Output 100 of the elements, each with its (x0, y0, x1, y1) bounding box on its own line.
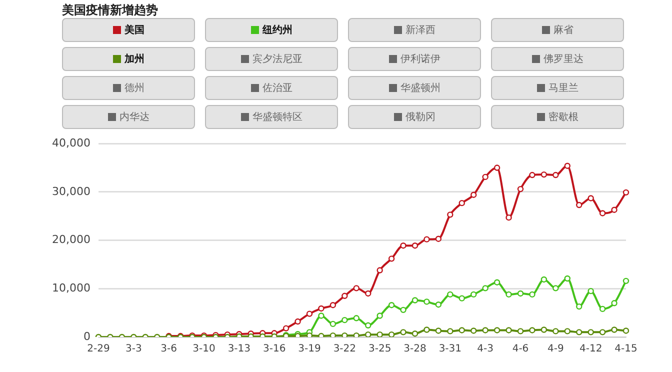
point (529, 327, 536, 334)
y-tick-label: 40,000 (52, 136, 90, 150)
legend-label: 加州 (124, 52, 144, 66)
point (482, 327, 488, 334)
point (400, 242, 406, 249)
point (599, 210, 606, 216)
point (540, 276, 548, 283)
legend-label: 德州 (124, 82, 144, 95)
point (517, 328, 524, 334)
x-tick-label: 3-28 (404, 344, 426, 355)
x-tick-label: 3-31 (438, 344, 462, 355)
point (412, 297, 418, 304)
point (353, 315, 360, 322)
x-tick-label: 2-29 (87, 344, 110, 355)
point (611, 326, 618, 333)
point (540, 171, 548, 178)
point (306, 310, 313, 317)
point (435, 328, 442, 334)
legend-label: 新泽西 (406, 24, 436, 37)
point (353, 285, 360, 292)
y-tick-label: 0 (83, 330, 90, 343)
point (576, 329, 582, 336)
point (470, 192, 477, 198)
point (564, 162, 570, 169)
x-tick-label: 3-19 (298, 344, 321, 355)
point (506, 291, 512, 298)
point (622, 189, 630, 196)
chart-title: 美国疫情新增趋势 (62, 2, 159, 18)
point (330, 302, 336, 308)
legend-label: 麻省 (554, 24, 574, 37)
point (306, 332, 313, 337)
point (424, 298, 430, 305)
point (412, 242, 418, 249)
point (622, 328, 630, 334)
point (458, 200, 465, 206)
point (611, 206, 618, 213)
point (588, 288, 594, 294)
point (599, 306, 606, 312)
point (388, 256, 395, 262)
legend-label: 俄勒冈 (406, 110, 436, 124)
point (482, 174, 488, 180)
point (342, 292, 348, 300)
legend-label: 佛罗里达 (544, 52, 584, 66)
x-tick-label: 4-15 (614, 344, 638, 355)
point (564, 275, 570, 282)
point (458, 295, 465, 302)
point (342, 332, 348, 337)
point (353, 332, 360, 337)
point (494, 279, 500, 286)
point (365, 322, 372, 328)
point (294, 318, 301, 325)
legend-label: 宾夕法尼亚 (252, 52, 302, 66)
point (517, 290, 524, 297)
point (282, 325, 290, 332)
point (470, 291, 477, 298)
point (611, 300, 618, 306)
point (365, 331, 372, 337)
point (506, 214, 512, 221)
legend-label: 密歇根 (548, 110, 578, 124)
point (342, 316, 348, 324)
point (388, 331, 395, 337)
legend-label: 纽约州 (262, 24, 292, 37)
y-tick-label: 30,000 (52, 184, 90, 198)
point (400, 306, 406, 314)
point (318, 305, 324, 312)
point (494, 327, 500, 334)
point (564, 328, 570, 334)
point (494, 164, 500, 171)
x-tick-label: 3-22 (333, 344, 356, 355)
y-tick-label: 10,000 (52, 282, 90, 295)
legend-label: 马里兰 (548, 82, 578, 95)
legend-label: 华盛顿州 (400, 82, 440, 95)
point (447, 328, 454, 334)
x-tick-label: 3-13 (228, 344, 251, 355)
x-tick-label: 3-6 (160, 344, 177, 355)
point (552, 328, 559, 334)
point (482, 285, 488, 292)
x-tick-label: 3-16 (262, 344, 286, 355)
x-tick-label: 4-3 (477, 344, 494, 355)
point (552, 172, 559, 178)
point (424, 326, 430, 333)
legend-label: 伊利诺伊 (400, 52, 440, 66)
point (376, 312, 383, 319)
point (435, 302, 442, 308)
legend-label: 佐治亚 (262, 82, 292, 95)
x-tick-label: 4-12 (579, 344, 602, 355)
legend-label: 华盛顿特区 (252, 110, 302, 124)
point (506, 327, 512, 334)
point (529, 172, 536, 178)
point (622, 278, 630, 284)
y-tick-label: 20,000 (52, 233, 90, 246)
x-tick-label: 3-3 (125, 344, 142, 355)
legend-label: 美国 (124, 23, 144, 37)
point (540, 326, 548, 333)
point (412, 330, 418, 337)
point (365, 290, 372, 297)
point (458, 327, 465, 334)
point (517, 186, 524, 192)
x-tick-label: 4-6 (512, 344, 529, 355)
point (376, 331, 383, 337)
